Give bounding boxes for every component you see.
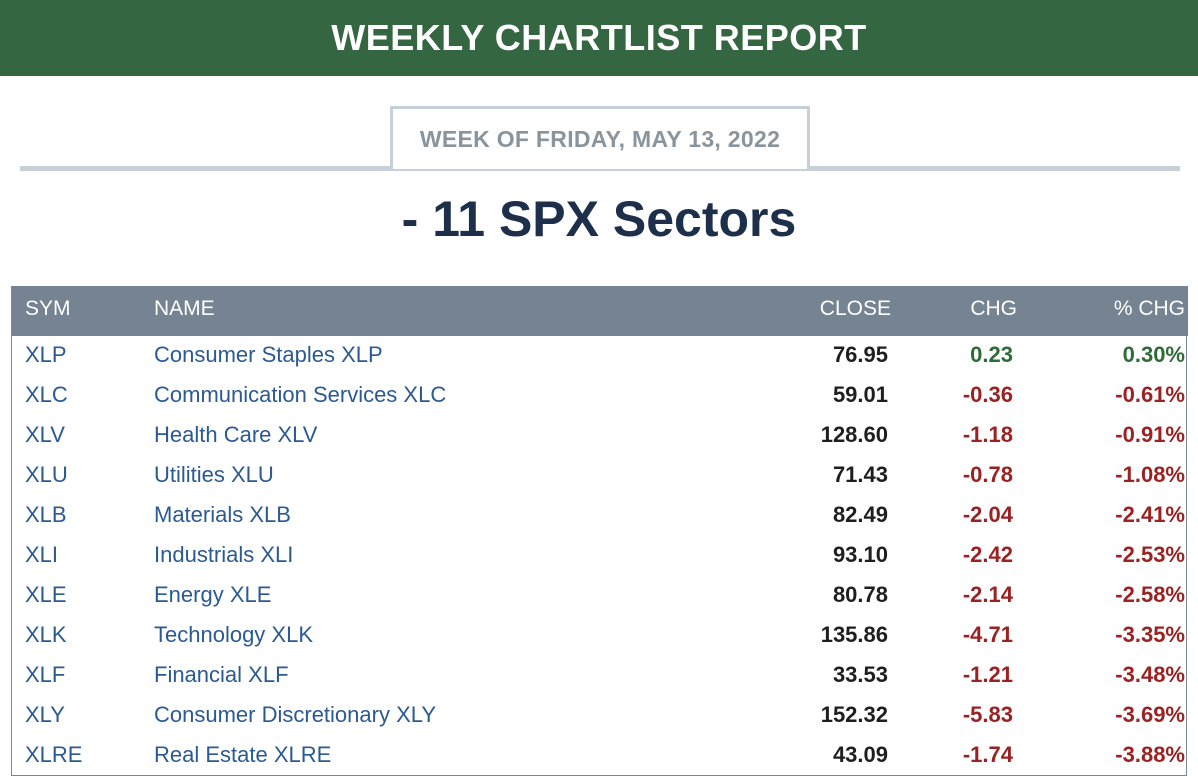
name-link[interactable]: Real Estate XLRE [154, 742, 332, 767]
pct-chg-value: -3.88% [1115, 742, 1185, 767]
section-title: - 11 SPX Sectors [401, 191, 797, 247]
pct-chg-value: -0.61% [1115, 382, 1185, 407]
week-tab: WEEK OF FRIDAY, MAY 13, 2022 [390, 106, 810, 169]
table-header: SYM NAME CLOSE CHG % CHG [12, 286, 1188, 336]
close-value: 71.43 [832, 462, 888, 487]
close-value: 33.53 [832, 662, 888, 687]
close-value: 128.60 [820, 422, 888, 447]
sym-link[interactable]: XLK [25, 622, 67, 647]
close-value: 135.86 [820, 622, 888, 647]
chg-value: -4.71 [962, 622, 1013, 647]
chg-value: 0.23 [970, 342, 1013, 367]
sym-link[interactable]: XLF [25, 662, 66, 687]
sym-link[interactable]: XLC [25, 382, 68, 407]
sym-link[interactable]: XLB [25, 502, 67, 527]
table-row[interactable]: XLC Communication Services XLC 59.01 -0.36 -… [12, 376, 1188, 416]
name-link[interactable]: Energy XLE [154, 582, 272, 607]
chg-value: -1.18 [962, 422, 1013, 447]
table-row[interactable]: XLRE Real Estate XLRE 43.09 -1.74 -3.88% [12, 736, 1188, 776]
header-pct-chg[interactable]: % CHG [1113, 297, 1185, 320]
sectors-table: SYM NAME CLOSE CHG % CHG XLP Consumer Sta… [11, 286, 1188, 776]
name-link[interactable]: Industrials XLI [154, 542, 294, 567]
name-link[interactable]: Materials XLB [154, 502, 291, 527]
header-close[interactable]: CLOSE [819, 297, 891, 320]
chg-value: -1.21 [962, 662, 1013, 687]
sym-link[interactable]: XLU [25, 462, 68, 487]
pct-chg-value: -3.35% [1115, 622, 1185, 647]
pct-chg-value: -2.53% [1115, 542, 1185, 567]
name-link[interactable]: Communication Services XLC [154, 382, 447, 407]
close-value: 76.95 [832, 342, 888, 367]
chg-value: -5.83 [962, 702, 1013, 727]
table-row[interactable]: XLY Consumer Discretionary XLY 152.32 -5.83… [12, 696, 1188, 736]
chg-value: -0.36 [962, 382, 1013, 407]
table-row[interactable]: XLE Energy XLE 80.78 -2.14 -2.58% [12, 576, 1188, 616]
table-body: XLP Consumer Staples XLP 76.95 0.23 0.30% XLC… [12, 336, 1188, 776]
report-banner: WEEKLY CHARTLIST REPORT [0, 0, 1198, 76]
table-row[interactable]: XLB Materials XLB 82.49 -2.04 -2.41% [12, 496, 1188, 536]
sym-link[interactable]: XLY [25, 702, 65, 727]
close-value: 43.09 [832, 742, 888, 767]
pct-chg-value: -3.69% [1115, 702, 1185, 727]
sym-link[interactable]: XLP [25, 342, 67, 367]
sym-link[interactable]: XLE [25, 582, 67, 607]
chg-value: -0.78 [962, 462, 1013, 487]
table-row[interactable]: XLK Technology XLK 135.86 -4.71 -3.35% [12, 616, 1188, 656]
sym-link[interactable]: XLV [25, 422, 65, 447]
header-name[interactable]: NAME [154, 297, 215, 320]
name-link[interactable]: Financial XLF [154, 662, 289, 687]
table-row[interactable]: XLV Health Care XLV 128.60 -1.18 -0.91% [12, 416, 1188, 456]
header-chg[interactable]: CHG [970, 297, 1017, 320]
week-label: WEEK OF FRIDAY, MAY 13, 2022 [419, 125, 781, 152]
name-link[interactable]: Consumer Staples XLP [154, 342, 383, 367]
pct-chg-value: -0.91% [1115, 422, 1185, 447]
name-link[interactable]: Consumer Discretionary XLY [154, 702, 437, 727]
pct-chg-value: -1.08% [1115, 462, 1185, 487]
chg-value: -1.74 [962, 742, 1013, 767]
close-value: 152.32 [820, 702, 888, 727]
pct-chg-value: 0.30% [1122, 342, 1185, 367]
name-link[interactable]: Health Care XLV [154, 422, 318, 447]
close-value: 80.78 [832, 582, 888, 607]
header-sym[interactable]: SYM [25, 297, 71, 320]
pct-chg-value: -2.58% [1115, 582, 1185, 607]
report-title: WEEKLY CHARTLIST REPORT [331, 17, 867, 58]
sym-link[interactable]: XLI [25, 542, 59, 567]
pct-chg-value: -3.48% [1115, 662, 1185, 687]
sym-link[interactable]: XLRE [25, 742, 83, 767]
table-row[interactable]: XLU Utilities XLU 71.43 -0.78 -1.08% [12, 456, 1188, 496]
pct-chg-value: -2.41% [1115, 502, 1185, 527]
table-row[interactable]: XLP Consumer Staples XLP 76.95 0.23 0.30% [12, 336, 1188, 376]
close-value: 82.49 [832, 502, 888, 527]
chg-value: -2.04 [962, 502, 1013, 527]
close-value: 59.01 [832, 382, 888, 407]
chg-value: -2.42 [962, 542, 1013, 567]
close-value: 93.10 [832, 542, 888, 567]
name-link[interactable]: Technology XLK [154, 622, 313, 647]
table-row[interactable]: XLF Financial XLF 33.53 -1.21 -3.48% [12, 656, 1188, 696]
chg-value: -2.14 [962, 582, 1013, 607]
name-link[interactable]: Utilities XLU [154, 462, 274, 487]
table-row[interactable]: XLI Industrials XLI 93.10 -2.42 -2.53% [12, 536, 1188, 576]
